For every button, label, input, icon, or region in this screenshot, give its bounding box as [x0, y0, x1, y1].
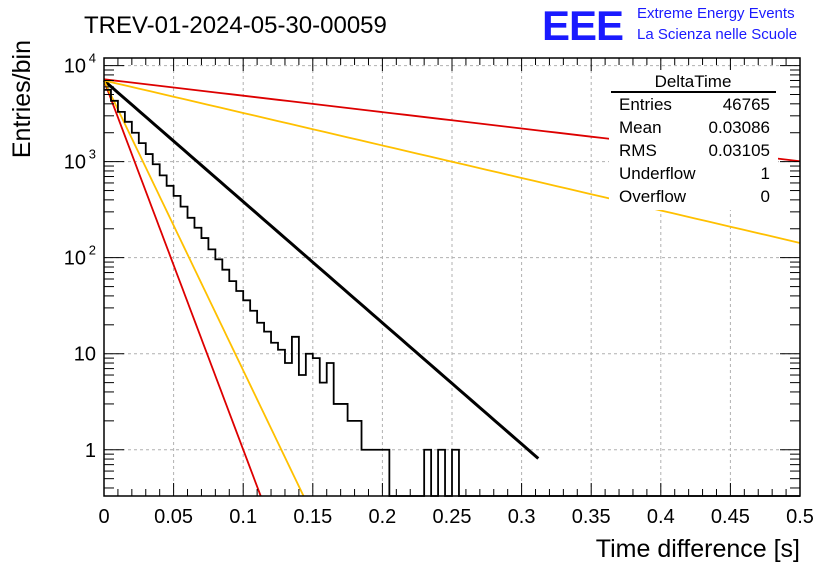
histogram-bin — [320, 383, 327, 496]
stats-label-rms: RMS — [619, 141, 657, 160]
stats-label-entries: Entries — [619, 95, 672, 114]
histogram-bin — [382, 450, 389, 496]
stats-box: DeltaTime Entries 46765 Mean 0.03086 RMS… — [609, 70, 778, 210]
x-tick-label: 0.3 — [508, 506, 536, 528]
histogram-bin — [146, 154, 153, 496]
histogram-bin — [125, 122, 132, 496]
x-tick-label: 0.5 — [786, 506, 814, 528]
x-axis-title: Time difference [s] — [596, 535, 800, 563]
histogram-bin — [355, 421, 362, 496]
histogram-bin — [278, 350, 285, 496]
y-tick-label: 10 — [74, 344, 96, 366]
histogram-bin — [104, 90, 111, 496]
logo-line-1: Extreme Energy Events — [637, 5, 795, 22]
histogram-bin — [264, 332, 271, 496]
y-tick-label: 1 — [85, 440, 96, 462]
stats-label-mean: Mean — [619, 118, 662, 137]
stats-value-rms: 0.03105 — [709, 141, 770, 160]
histogram-bin — [299, 375, 306, 496]
histogram-bin — [285, 363, 292, 496]
fit-curve-fit-lower-fast — [103, 80, 305, 497]
x-tick-label: 0 — [98, 506, 109, 528]
stats-value-mean: 0.03086 — [709, 118, 770, 137]
x-tick-label: 0.35 — [572, 506, 611, 528]
stats-box-title: DeltaTime — [655, 72, 732, 91]
fit-curve-fit-lower-slow — [103, 79, 801, 244]
fit-curve-fit — [103, 79, 540, 460]
stats-value-underflow: 1 — [761, 164, 770, 183]
histogram-bin — [208, 249, 215, 496]
histogram-bin — [375, 450, 382, 496]
histogram-bin — [222, 270, 229, 496]
histogram-bin — [257, 323, 264, 496]
x-tick-label: 0.05 — [154, 506, 193, 528]
x-tick-label: 0.15 — [293, 506, 332, 528]
logo-line-2: La Scienza nelle Scuole — [637, 26, 797, 43]
histogram-bin — [188, 218, 195, 496]
histogram-bin — [362, 450, 369, 496]
histogram-bin — [194, 228, 201, 496]
y-tick-label: 10 — [64, 56, 86, 78]
x-tick-label: 0.2 — [368, 506, 396, 528]
stats-box-background — [609, 70, 778, 210]
x-tick-label: 0.1 — [229, 506, 257, 528]
histogram-bin — [424, 450, 431, 496]
x-tick-label: 0.45 — [711, 506, 750, 528]
histogram-bin — [438, 450, 445, 496]
histogram-bin — [160, 175, 167, 496]
y-tick-label: 10 — [64, 152, 86, 174]
histogram-bin — [201, 238, 208, 496]
x-tick-label: 0.25 — [433, 506, 472, 528]
histogram-bin — [341, 404, 348, 496]
histogram-bin — [271, 343, 278, 496]
stats-value-overflow: 0 — [761, 187, 770, 206]
histogram-bin — [348, 421, 355, 496]
eee-logo: EEE — [542, 2, 623, 49]
fit-curve-fit-upper-fast — [103, 80, 262, 497]
stats-label-overflow: Overflow — [619, 187, 687, 206]
axis-ticks: 0 0.05 0.1 0.15 0.2 0.25 0.3 0.35 0.4 0.45 0.51101… — [64, 51, 814, 528]
y-tick-exponent: 2 — [89, 243, 96, 258]
histogram-bin — [452, 450, 459, 496]
histogram-bin — [111, 101, 118, 496]
histogram-bin — [181, 207, 188, 496]
histogram-bin — [292, 337, 299, 496]
histogram-bin — [174, 196, 181, 496]
x-tick-label: 0.4 — [647, 506, 675, 528]
histogram-bin — [250, 311, 257, 496]
histogram-bin — [243, 300, 250, 496]
chart-title: TREV-01-2024-05-30-00059 — [84, 12, 387, 39]
histogram-bin — [229, 281, 236, 496]
histogram-bin — [334, 404, 341, 496]
stats-label-underflow: Underflow — [619, 164, 696, 183]
y-tick-label: 10 — [64, 248, 86, 270]
histogram-bin — [313, 358, 320, 496]
y-axis-title: Entries/bin — [8, 40, 36, 158]
histogram-bin — [215, 259, 222, 496]
histogram-bin — [153, 164, 160, 496]
stats-value-entries: 46765 — [723, 95, 770, 114]
histogram-bin — [306, 354, 313, 496]
histogram-bin — [327, 363, 334, 496]
y-tick-exponent: 3 — [89, 147, 96, 162]
histogram-bin — [368, 450, 375, 496]
histogram-bin — [132, 133, 139, 496]
histogram-bin — [236, 291, 243, 496]
histogram-bin — [139, 143, 146, 496]
y-tick-exponent: 4 — [89, 51, 96, 66]
histogram-bin — [167, 186, 174, 496]
histogram-bin — [118, 112, 125, 496]
